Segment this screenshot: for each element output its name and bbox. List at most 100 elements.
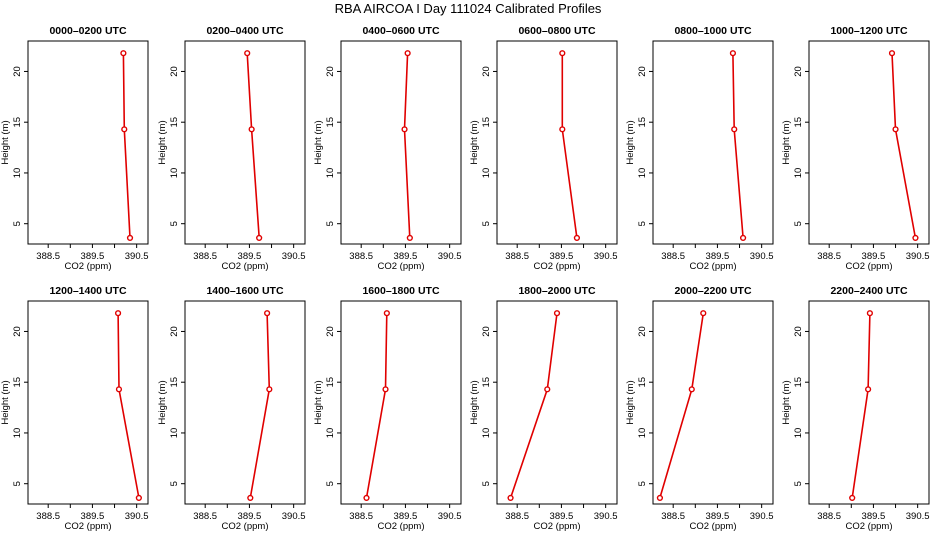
x-tick-label: 390.5 — [594, 251, 618, 262]
panel-title: 0200–0400 UTC — [206, 25, 283, 37]
panel-frame — [808, 300, 930, 505]
x-axis-label: CO2 (ppm) — [65, 521, 112, 532]
y-tick-label: 10 — [12, 428, 23, 439]
y-axis-label: Height (m) — [625, 120, 636, 164]
y-tick-label: 10 — [325, 168, 336, 179]
y-tick-label: 10 — [793, 428, 804, 439]
data-point — [729, 50, 737, 57]
panel-frame — [340, 300, 462, 505]
x-tick-label: 389.5 — [394, 251, 418, 262]
y-tick-label: 10 — [481, 428, 492, 439]
data-point — [244, 50, 251, 57]
x-tick-label: 389.5 — [394, 511, 418, 522]
x-tick-label: 389.5 — [81, 251, 105, 262]
y-tick-label: 20 — [325, 326, 336, 337]
y-tick-label: 15 — [169, 377, 180, 388]
data-point — [553, 310, 561, 317]
y-tick-label: 15 — [12, 117, 23, 128]
x-tick-label: 388.5 — [817, 511, 841, 522]
data-point — [383, 310, 390, 317]
x-tick-label: 388.5 — [193, 511, 217, 522]
data-point — [865, 386, 872, 393]
panel-title: 0600–0800 UTC — [518, 25, 595, 37]
y-tick-label: 20 — [169, 66, 180, 77]
y-tick-label: 10 — [169, 428, 180, 439]
data-point — [121, 126, 128, 133]
data-point — [363, 494, 370, 502]
data-point — [849, 494, 856, 502]
y-axis-label: Height (m) — [0, 120, 11, 164]
y-axis-label: Height (m) — [469, 120, 480, 164]
y-tick-label: 5 — [481, 481, 492, 486]
x-tick-label: 389.5 — [238, 511, 262, 522]
data-point — [266, 386, 273, 393]
y-tick-label: 20 — [793, 66, 804, 77]
y-tick-label: 10 — [12, 168, 23, 179]
x-tick-label: 388.5 — [817, 251, 841, 262]
y-tick-label: 10 — [793, 168, 804, 179]
data-point — [700, 310, 707, 317]
y-tick-label: 5 — [325, 221, 336, 226]
y-tick-label: 15 — [481, 117, 492, 128]
x-tick-label: 390.5 — [594, 511, 618, 522]
profile-line — [561, 53, 578, 239]
panel-title: 0400–0600 UTC — [362, 25, 439, 37]
data-point — [115, 386, 123, 393]
panel-frame — [652, 40, 774, 245]
y-tick-label: 10 — [169, 168, 180, 179]
data-point — [656, 494, 664, 502]
x-tick-label: 388.5 — [193, 251, 217, 262]
x-axis-label: CO2 (ppm) — [378, 521, 425, 532]
panel-frame — [496, 300, 618, 505]
x-tick-label: 389.5 — [238, 251, 262, 262]
panel-title: 1600–1800 UTC — [362, 285, 439, 297]
x-tick-label: 388.5 — [505, 511, 529, 522]
panel-title: 1400–1600 UTC — [206, 285, 283, 297]
x-axis-label: CO2 (ppm) — [222, 261, 269, 272]
profile-line — [509, 313, 558, 499]
y-tick-label: 15 — [793, 117, 804, 128]
data-point — [559, 50, 566, 57]
y-tick-label: 5 — [12, 221, 23, 226]
panel-title: 0000–0200 UTC — [49, 25, 126, 37]
data-point — [892, 126, 899, 133]
data-point — [731, 126, 738, 133]
x-tick-label: 388.5 — [505, 251, 529, 262]
y-tick-label: 10 — [481, 168, 492, 179]
data-point — [406, 234, 413, 242]
panel-title: 2000–2200 UTC — [674, 285, 751, 297]
panel-title: 2200–2400 UTC — [830, 285, 907, 297]
panel-frame — [808, 40, 930, 245]
x-tick-label: 390.5 — [282, 251, 306, 262]
data-point — [120, 50, 127, 57]
figure-title: RBA AIRCOA I Day 111024 Calibrated Profi… — [334, 1, 602, 16]
panel-frame — [184, 40, 306, 245]
x-tick-label: 390.5 — [750, 511, 774, 522]
y-tick-label: 15 — [637, 117, 648, 128]
y-tick-label: 15 — [325, 117, 336, 128]
panel-frame — [184, 300, 306, 505]
y-tick-label: 20 — [481, 66, 492, 77]
y-tick-label: 20 — [637, 326, 648, 337]
x-axis-label: CO2 (ppm) — [690, 261, 737, 272]
x-tick-label: 388.5 — [36, 251, 60, 262]
data-point — [688, 386, 695, 393]
y-tick-label: 20 — [793, 326, 804, 337]
x-tick-label: 390.5 — [906, 511, 930, 522]
profile-line — [732, 53, 744, 238]
data-point — [248, 126, 255, 133]
x-axis-label: CO2 (ppm) — [534, 261, 581, 272]
y-tick-label: 5 — [637, 221, 648, 226]
panel-frame — [27, 300, 149, 505]
panel-frame — [496, 40, 618, 245]
y-tick-label: 20 — [637, 66, 648, 77]
y-tick-label: 20 — [12, 326, 23, 337]
profile-line — [365, 313, 388, 499]
y-tick-label: 15 — [12, 377, 23, 388]
y-tick-label: 5 — [169, 481, 180, 486]
y-axis-label: Height (m) — [157, 120, 168, 164]
y-axis-label: Height (m) — [0, 380, 11, 424]
y-tick-label: 15 — [481, 377, 492, 388]
panel-title: 1800–2000 UTC — [518, 285, 595, 297]
